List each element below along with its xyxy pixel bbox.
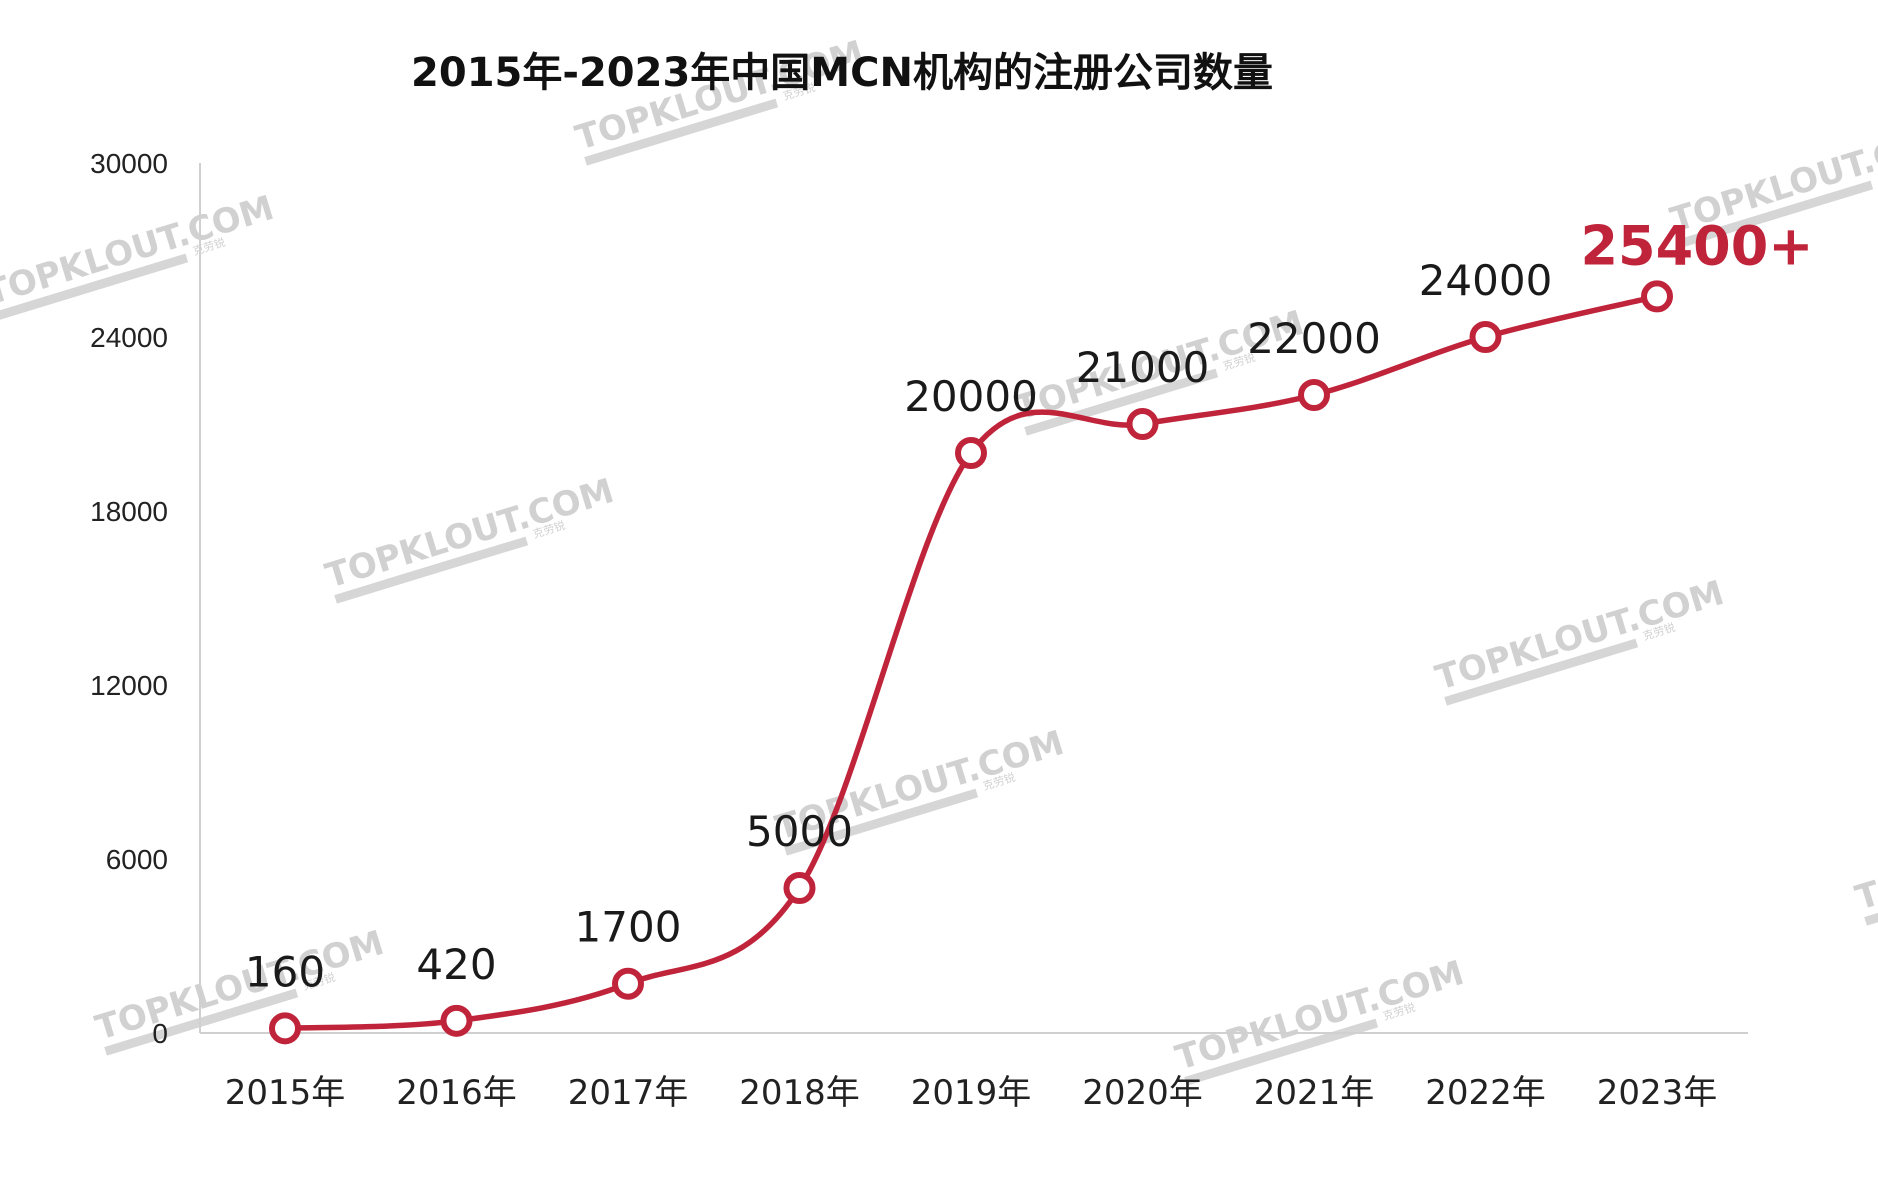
x-tick-label: 2020年 bbox=[1082, 1073, 1203, 1113]
data-point bbox=[612, 967, 644, 1000]
y-tick-label: 12000 bbox=[90, 670, 168, 701]
watermark-text: TOPKLOUT.COM bbox=[321, 471, 619, 597]
data-labels: 160 420 1700 5000 20000 21000 22000 24000 25400+ bbox=[245, 214, 1814, 996]
data-point bbox=[783, 872, 816, 904]
y-tick-label: 18000 bbox=[90, 496, 168, 527]
data-point bbox=[955, 437, 987, 469]
x-tick-label: 2018年 bbox=[739, 1073, 860, 1113]
x-tick-label: 2017年 bbox=[568, 1073, 689, 1113]
y-tick-label: 30000 bbox=[90, 148, 168, 179]
data-label: 5000 bbox=[746, 807, 853, 856]
x-axis-ticks: 2015年 2016年 2017年 2018年 2019年 2020年 2021年 2022年… bbox=[225, 1073, 1718, 1113]
y-tick-label: 6000 bbox=[106, 844, 168, 875]
x-tick-label: 2021年 bbox=[1254, 1073, 1375, 1113]
chart-title: 2015年-2023年中国MCN机构的注册公司数量 bbox=[411, 50, 1273, 96]
series-line bbox=[282, 293, 1660, 1032]
data-point bbox=[440, 1004, 473, 1037]
watermark-bar bbox=[584, 98, 779, 166]
data-point bbox=[1641, 280, 1673, 313]
watermark-layer: TOPKLOUT.COM克劳锐TOPKLOUT.COM克劳锐TOPKLOUT.C… bbox=[0, 33, 1878, 1086]
x-tick-label: 2019年 bbox=[911, 1073, 1032, 1113]
watermark-bar bbox=[1024, 368, 1219, 436]
watermark-bar bbox=[784, 788, 979, 856]
watermark-bar bbox=[0, 253, 189, 321]
data-label: 24000 bbox=[1419, 256, 1553, 305]
y-axis-ticks: 0 6000 12000 18000 24000 30000 bbox=[90, 148, 168, 1049]
data-points bbox=[269, 280, 1673, 1045]
watermark-text: TOPKLOUT.COM bbox=[1431, 573, 1729, 699]
x-tick-label: 2015年 bbox=[225, 1073, 346, 1113]
watermark-bar bbox=[1184, 1018, 1379, 1086]
watermark-bar bbox=[334, 536, 529, 604]
data-point bbox=[1126, 408, 1159, 440]
watermark-bar bbox=[1444, 638, 1639, 706]
y-tick-label: 24000 bbox=[90, 322, 168, 353]
data-label: 160 bbox=[245, 947, 325, 996]
watermark-text: TOPKLOUT.COM bbox=[1851, 793, 1878, 919]
watermark-bar bbox=[104, 988, 299, 1056]
watermark-subtext: 克劳锐 bbox=[1876, 162, 1878, 185]
watermark-text: TOPKLOUT.COM bbox=[0, 188, 279, 314]
watermark-bar bbox=[1679, 180, 1874, 248]
data-label: 20000 bbox=[904, 372, 1038, 421]
data-label: 1700 bbox=[575, 903, 682, 952]
data-point bbox=[1469, 321, 1502, 353]
data-label: 25400+ bbox=[1580, 214, 1813, 277]
data-label: 22000 bbox=[1247, 314, 1381, 363]
x-tick-label: 2023年 bbox=[1597, 1073, 1718, 1113]
y-tick-label: 0 bbox=[152, 1018, 168, 1049]
x-tick-label: 2022年 bbox=[1425, 1073, 1546, 1113]
watermark-text: TOPKLOUT.COM bbox=[1171, 953, 1469, 1079]
data-label: 420 bbox=[416, 940, 496, 989]
data-point bbox=[269, 1012, 301, 1045]
data-label: 21000 bbox=[1076, 343, 1210, 392]
data-point bbox=[1298, 379, 1330, 411]
x-tick-label: 2016年 bbox=[396, 1073, 517, 1113]
